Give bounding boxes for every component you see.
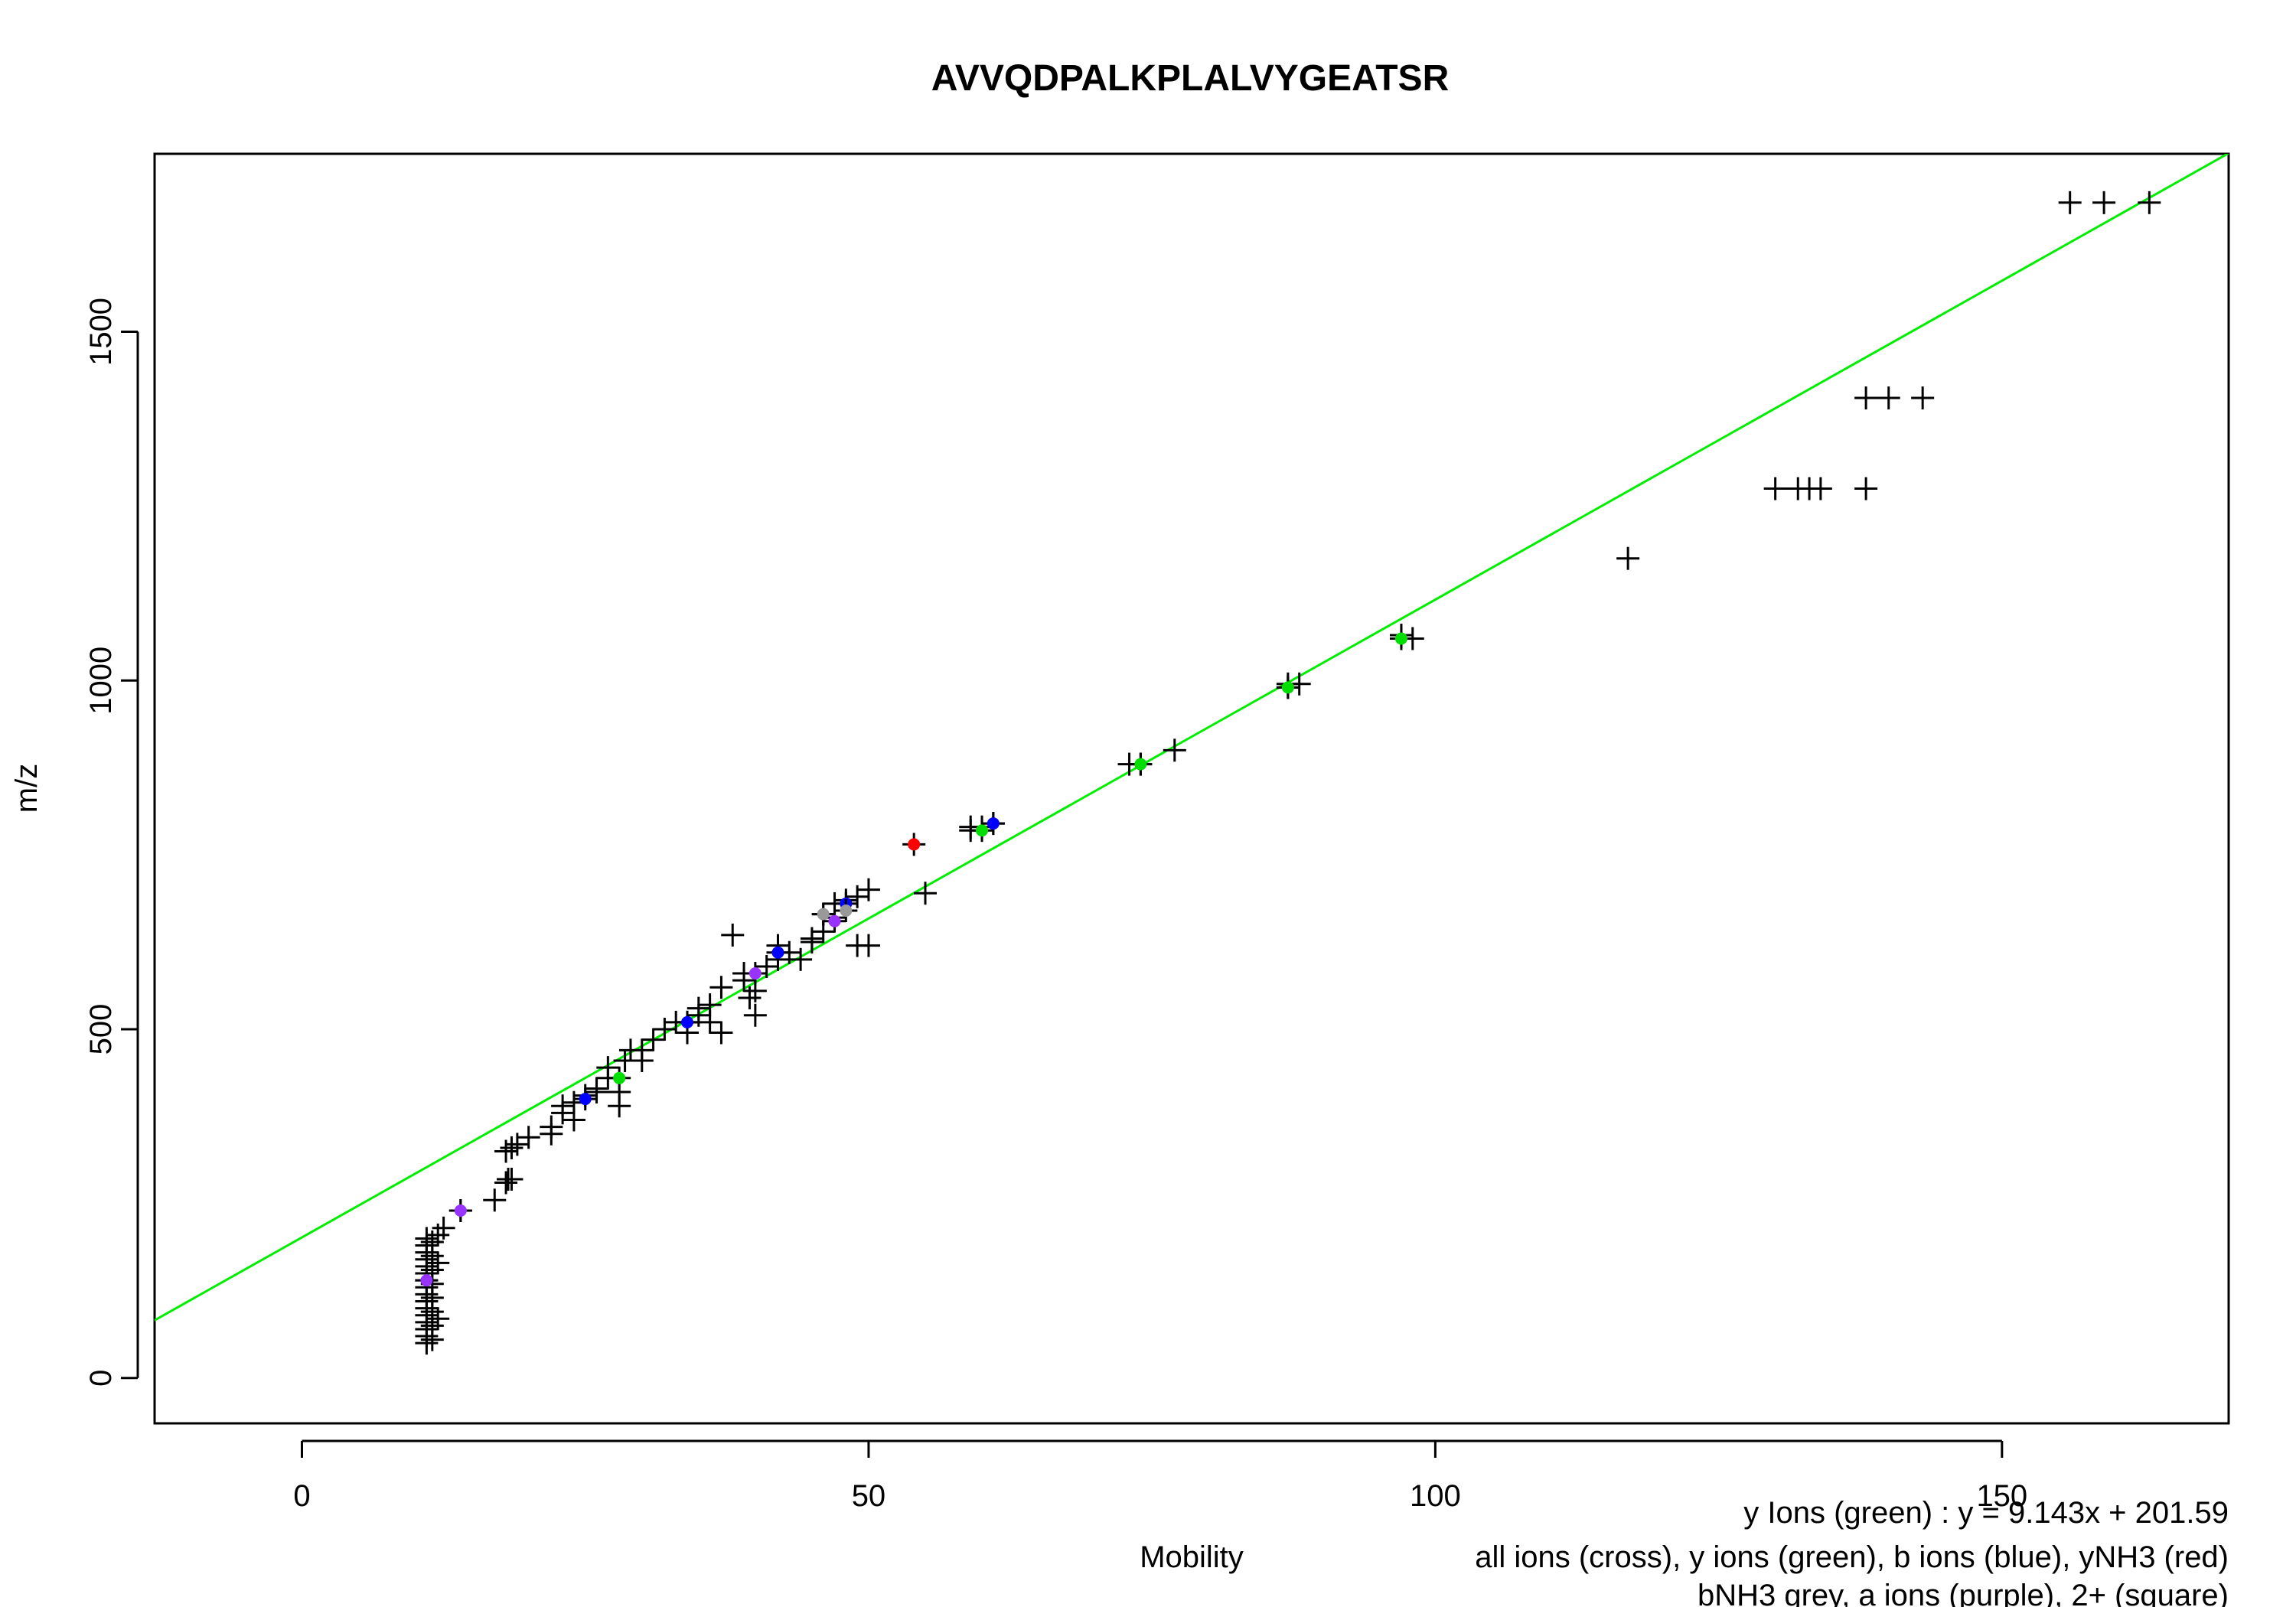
colored-ion-point bbox=[1276, 676, 1300, 699]
cross-point bbox=[551, 1094, 575, 1118]
fit-equation-note: y Ions (green) : y = 9.143x + 201.59 bbox=[1743, 1496, 2229, 1530]
cross-point bbox=[709, 976, 733, 999]
cross-point bbox=[562, 1108, 585, 1132]
cross-point bbox=[789, 947, 813, 971]
colored-ion-point bbox=[608, 1066, 631, 1090]
x-axis: 0 50 100 150 bbox=[293, 1439, 2027, 1513]
points-layer bbox=[415, 191, 2161, 1355]
cross-point bbox=[596, 1056, 620, 1080]
colored-ion-point bbox=[834, 899, 858, 923]
colored-ion-point bbox=[448, 1198, 472, 1222]
colored-ion-point bbox=[743, 962, 767, 986]
cross-point bbox=[698, 1010, 722, 1034]
colored-ion-point bbox=[823, 909, 846, 933]
cross-point bbox=[500, 1136, 523, 1159]
x-tick-label: 50 bbox=[852, 1479, 886, 1513]
cross-point bbox=[432, 1216, 455, 1240]
plot-frame bbox=[153, 152, 2230, 1425]
cross-point bbox=[721, 923, 745, 947]
fit-line-layer bbox=[155, 154, 2229, 1322]
colored-ion-point bbox=[1389, 627, 1413, 650]
cross-point bbox=[687, 996, 710, 1020]
legend-note-1: all ions (cross), y ions (green), b ions… bbox=[1475, 1540, 2229, 1574]
y-axis: 0 500 1000 1500 bbox=[84, 298, 139, 1387]
cross-point bbox=[426, 1251, 450, 1275]
cross-point bbox=[517, 1126, 540, 1149]
cross-point bbox=[2092, 191, 2116, 214]
x-axis-label: Mobility bbox=[1140, 1540, 1244, 1574]
cross-point bbox=[913, 882, 937, 905]
x-tick-label: 150 bbox=[1976, 1479, 2027, 1513]
cross-point bbox=[426, 1307, 450, 1331]
y-tick-label: 0 bbox=[84, 1370, 118, 1387]
colored-ion-point bbox=[415, 1269, 439, 1292]
cross-point bbox=[856, 878, 880, 901]
cross-point bbox=[1808, 477, 1832, 500]
cross-point bbox=[494, 1171, 518, 1195]
cross-point bbox=[800, 931, 823, 954]
chart-title: AVVQDPALKPLALVYGEATSR bbox=[931, 58, 1449, 99]
cross-point bbox=[2138, 191, 2161, 214]
cross-point bbox=[540, 1115, 563, 1139]
colored-ion-point bbox=[766, 940, 790, 964]
cross-point bbox=[1854, 477, 1878, 500]
cross-point bbox=[743, 1003, 767, 1027]
cross-point bbox=[483, 1188, 507, 1212]
cross-point bbox=[415, 1227, 439, 1250]
cross-point bbox=[1911, 386, 1935, 410]
cross-point bbox=[709, 1021, 733, 1045]
cross-point bbox=[1616, 546, 1640, 570]
colored-ion-point bbox=[573, 1087, 597, 1111]
y-tick-label: 1500 bbox=[84, 298, 118, 366]
colored-ion-point bbox=[1129, 752, 1153, 776]
cross-point bbox=[1763, 477, 1787, 500]
cross-point bbox=[1163, 738, 1186, 762]
colored-ion-point bbox=[676, 1010, 700, 1034]
x-tick-label: 100 bbox=[1410, 1479, 1461, 1513]
y-tick-label: 500 bbox=[84, 1004, 118, 1055]
cross-point bbox=[1854, 386, 1878, 410]
cross-point bbox=[856, 934, 880, 957]
cross-point bbox=[585, 1077, 608, 1100]
legend-note-2: bNH3 grey, a ions (purple), 2+ (square) bbox=[1698, 1579, 2229, 1607]
y-axis-label: m/z bbox=[10, 764, 44, 813]
x-tick-label: 0 bbox=[293, 1479, 310, 1513]
fit-line bbox=[155, 154, 2229, 1322]
cross-point bbox=[1877, 386, 1900, 410]
cross-point bbox=[500, 1167, 523, 1191]
colored-ion-point bbox=[902, 833, 926, 856]
cross-point bbox=[630, 1038, 654, 1062]
y-tick-label: 1000 bbox=[84, 647, 118, 715]
cross-point bbox=[2058, 191, 2082, 214]
colored-ion-point bbox=[981, 812, 1005, 836]
cross-point bbox=[641, 1028, 665, 1051]
